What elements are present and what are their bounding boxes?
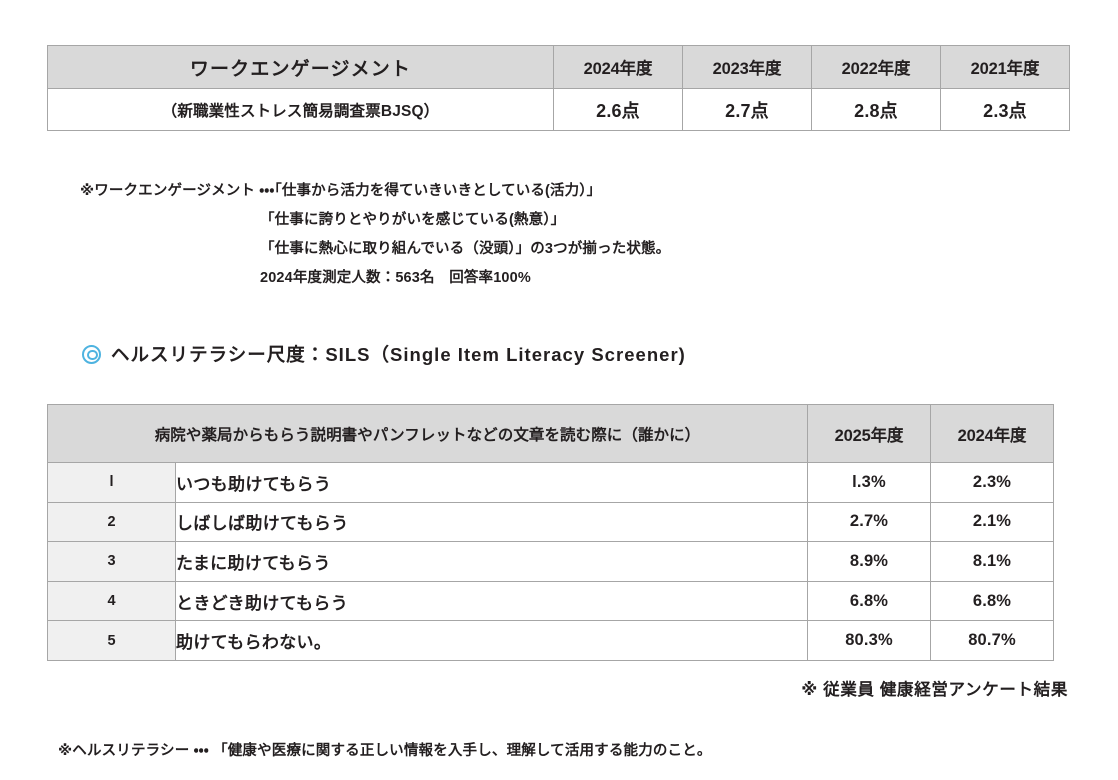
work-engagement-score-2021: 2.3点	[940, 88, 1070, 131]
row-number: 4	[47, 580, 176, 622]
double-circle-icon	[82, 344, 101, 364]
column-header-year-2022: 2022年度	[811, 45, 941, 89]
table-header-row: 病院や薬局からもらう説明書やパンフレットなどの文章を読む際に（誰かに） 2025…	[47, 404, 1054, 463]
row-answer-label: しばしば助けてもらう	[175, 501, 808, 543]
work-engagement-score-2022: 2.8点	[811, 88, 941, 131]
note-line-definition-vigor: ※ワークエンゲージメント ・・・「仕事から活力を得ていきいきとしている(活力）」	[80, 183, 602, 199]
row-value-2024: 2.1%	[930, 501, 1054, 543]
row-answer-label: ときどき助けてもらう	[175, 580, 808, 622]
table-row: 5 助けてもらわない。 80.3% 80.7%	[47, 620, 1054, 661]
row-value-2024: 2.3%	[930, 462, 1054, 503]
note-line-respondents: 2024年度測定人数：563名 回答率100%	[260, 270, 531, 286]
column-header-year-2024: 2024年度	[930, 404, 1054, 463]
note-line-definition-dedication: 「仕事に誇りとやりがいを感じている(熱意）」	[260, 212, 566, 228]
row-value-2024: 8.1%	[930, 541, 1054, 582]
column-header-year-2024: 2024年度	[553, 45, 683, 89]
sils-question-header: 病院や薬局からもらう説明書やパンフレットなどの文章を読む際に（誰かに）	[47, 404, 808, 463]
sils-table: 病院や薬局からもらう説明書やパンフレットなどの文章を読む際に（誰かに） 2025…	[47, 404, 1054, 661]
survey-source-note: ※ 従業員 健康経営アンケート結果	[801, 681, 1068, 699]
table-row: 4 ときどき助けてもらう 6.8% 6.8%	[47, 580, 1054, 622]
work-engagement-score-2024: 2.6点	[553, 88, 683, 131]
row-value-2025: 8.9%	[807, 541, 931, 582]
note-line-definition-absorption: 「仕事に熱心に取り組んでいる（没頭）」の3つが揃った状態。	[260, 241, 671, 257]
table-row: l いつも助けてもらう l.3% 2.3%	[47, 462, 1054, 503]
row-answer-label: 助けてもらわない。	[175, 620, 808, 661]
row-value-2025: 80.3%	[807, 620, 931, 661]
work-engagement-table: ワークエンゲージメント 2024年度 2023年度 2022年度 2021年度 …	[47, 45, 1070, 131]
sils-section-heading-label: ヘルスリテラシー尺度：SILS（Single Item Literacy Scr…	[111, 344, 686, 365]
row-value-2025: 2.7%	[807, 501, 931, 543]
work-engagement-title: ワークエンゲージメント	[47, 45, 554, 89]
column-header-year-2021: 2021年度	[940, 45, 1070, 89]
row-value-2025: l.3%	[807, 462, 931, 503]
work-engagement-notes: ※ワークエンゲージメント ・・・「仕事から活力を得ていきいきとしている(活力）」…	[80, 177, 980, 293]
work-engagement-row-label: （新職業性ストレス簡易調査票BJSQ）	[47, 88, 554, 131]
column-header-year-2025: 2025年度	[807, 404, 931, 463]
table-row: （新職業性ストレス簡易調査票BJSQ） 2.6点 2.7点 2.8点 2.3点	[47, 88, 1070, 131]
row-number: l	[47, 462, 176, 503]
table-header-row: ワークエンゲージメント 2024年度 2023年度 2022年度 2021年度	[47, 45, 1070, 89]
sils-section-heading: ヘルスリテラシー尺度：SILS（Single Item Literacy Scr…	[82, 341, 686, 367]
row-value-2025: 6.8%	[807, 580, 931, 622]
table-row: 2 しばしば助けてもらう 2.7% 2.1%	[47, 501, 1054, 543]
row-number: 5	[47, 620, 176, 661]
row-number: 3	[47, 541, 176, 582]
row-answer-label: たまに助けてもらう	[175, 541, 808, 582]
row-value-2024: 6.8%	[930, 580, 1054, 622]
work-engagement-score-2023: 2.7点	[682, 88, 812, 131]
row-value-2024: 80.7%	[930, 620, 1054, 661]
column-header-year-2023: 2023年度	[682, 45, 812, 89]
row-answer-label: いつも助けてもらう	[175, 462, 808, 503]
table-row: 3 たまに助けてもらう 8.9% 8.1%	[47, 541, 1054, 582]
health-literacy-note: ※ヘルスリテラシー ・・・ 「健康や医療に関する正しい情報を入手し、理解して活用…	[58, 743, 712, 759]
row-number: 2	[47, 501, 176, 543]
